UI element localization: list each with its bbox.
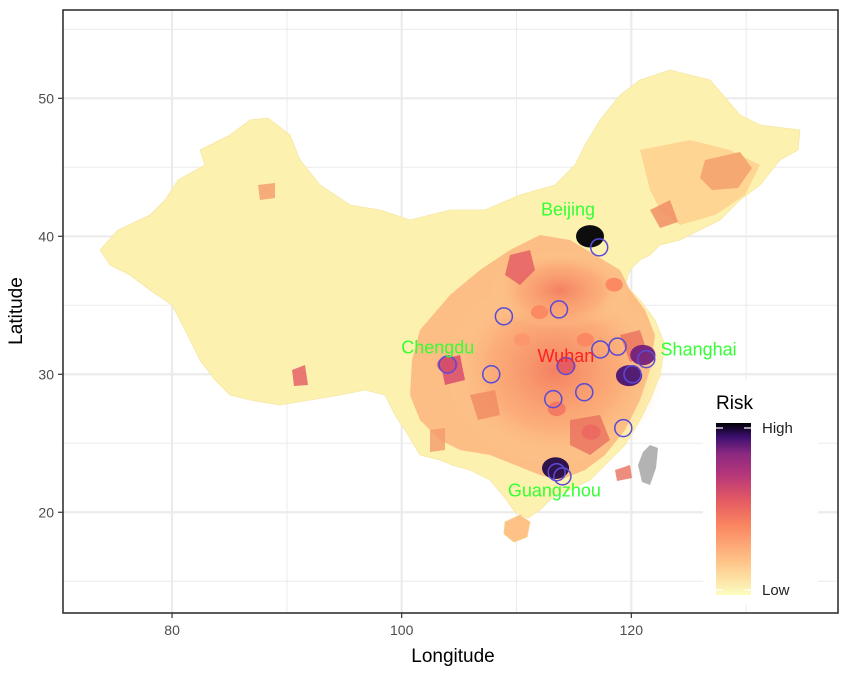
case-circle bbox=[623, 365, 642, 384]
red-patch bbox=[505, 250, 535, 285]
panel-border bbox=[62, 9, 839, 614]
case-circle bbox=[589, 238, 609, 257]
risk-hotspot bbox=[615, 365, 643, 387]
city-label-beijing: Beijing bbox=[541, 200, 595, 220]
case-circle bbox=[637, 349, 656, 369]
x-tick-label: 80 bbox=[164, 622, 180, 638]
red-patch bbox=[258, 183, 275, 200]
y-axis-title: Latitude bbox=[6, 277, 27, 345]
risk-hotspot bbox=[514, 333, 531, 347]
case-circle bbox=[438, 355, 457, 374]
case-circle bbox=[608, 337, 627, 356]
legend-high-label: High bbox=[762, 420, 793, 437]
case-circle bbox=[556, 356, 576, 376]
city-label-wuhan: Wuhan bbox=[538, 346, 595, 366]
x-tick-label: 100 bbox=[390, 622, 414, 638]
hainan-island bbox=[503, 514, 531, 543]
taiwan-island bbox=[638, 445, 658, 485]
city-label-shanghai: Shanghai bbox=[661, 340, 737, 360]
y-tick-label: 30 bbox=[38, 366, 54, 382]
case-circles bbox=[438, 238, 656, 486]
risk-hotspot bbox=[555, 358, 576, 374]
risk-hotspot bbox=[547, 401, 566, 417]
risk-hotspot bbox=[576, 225, 604, 248]
case-circle bbox=[544, 389, 563, 409]
city-label-guangzhou: Guangzhou bbox=[508, 480, 601, 500]
axes: 80 100 120 20 30 40 50 bbox=[38, 90, 643, 638]
red-patch bbox=[650, 200, 678, 228]
legend-colorbar bbox=[716, 423, 751, 595]
y-tick-label: 40 bbox=[38, 228, 54, 244]
risk-hotspot bbox=[530, 305, 549, 320]
risk-hotspot bbox=[576, 332, 595, 347]
case-circle bbox=[553, 467, 572, 486]
case-circle bbox=[549, 300, 569, 319]
case-circle bbox=[614, 418, 633, 438]
y-tick-label: 50 bbox=[38, 90, 54, 106]
x-tick-label: 120 bbox=[620, 622, 644, 638]
risk-hotspot bbox=[437, 356, 459, 373]
core-risk-glow bbox=[445, 275, 665, 465]
legend-title: Risk bbox=[716, 393, 753, 414]
case-circle bbox=[547, 463, 566, 482]
risk-hotspots bbox=[437, 225, 656, 479]
city-label-chengdu: Chengdu bbox=[401, 338, 474, 358]
case-circle bbox=[575, 382, 594, 402]
red-patch bbox=[615, 465, 632, 481]
risk-hotspot bbox=[605, 277, 623, 292]
red-patch bbox=[470, 390, 500, 420]
legend-low-label: Low bbox=[762, 582, 790, 599]
northeast-hotspot bbox=[700, 152, 752, 190]
red-patch bbox=[430, 428, 445, 452]
risk-hotspot bbox=[630, 344, 656, 366]
x-axis-title: Longitude bbox=[411, 646, 494, 667]
city-labels: Beijing Shanghai Chengdu Wuhan Guangzhou bbox=[401, 200, 736, 501]
case-circle bbox=[494, 307, 514, 326]
risk-hotspot bbox=[581, 424, 601, 440]
red-patch bbox=[292, 365, 308, 386]
case-circle bbox=[482, 365, 501, 384]
y-tick-label: 20 bbox=[38, 504, 54, 520]
